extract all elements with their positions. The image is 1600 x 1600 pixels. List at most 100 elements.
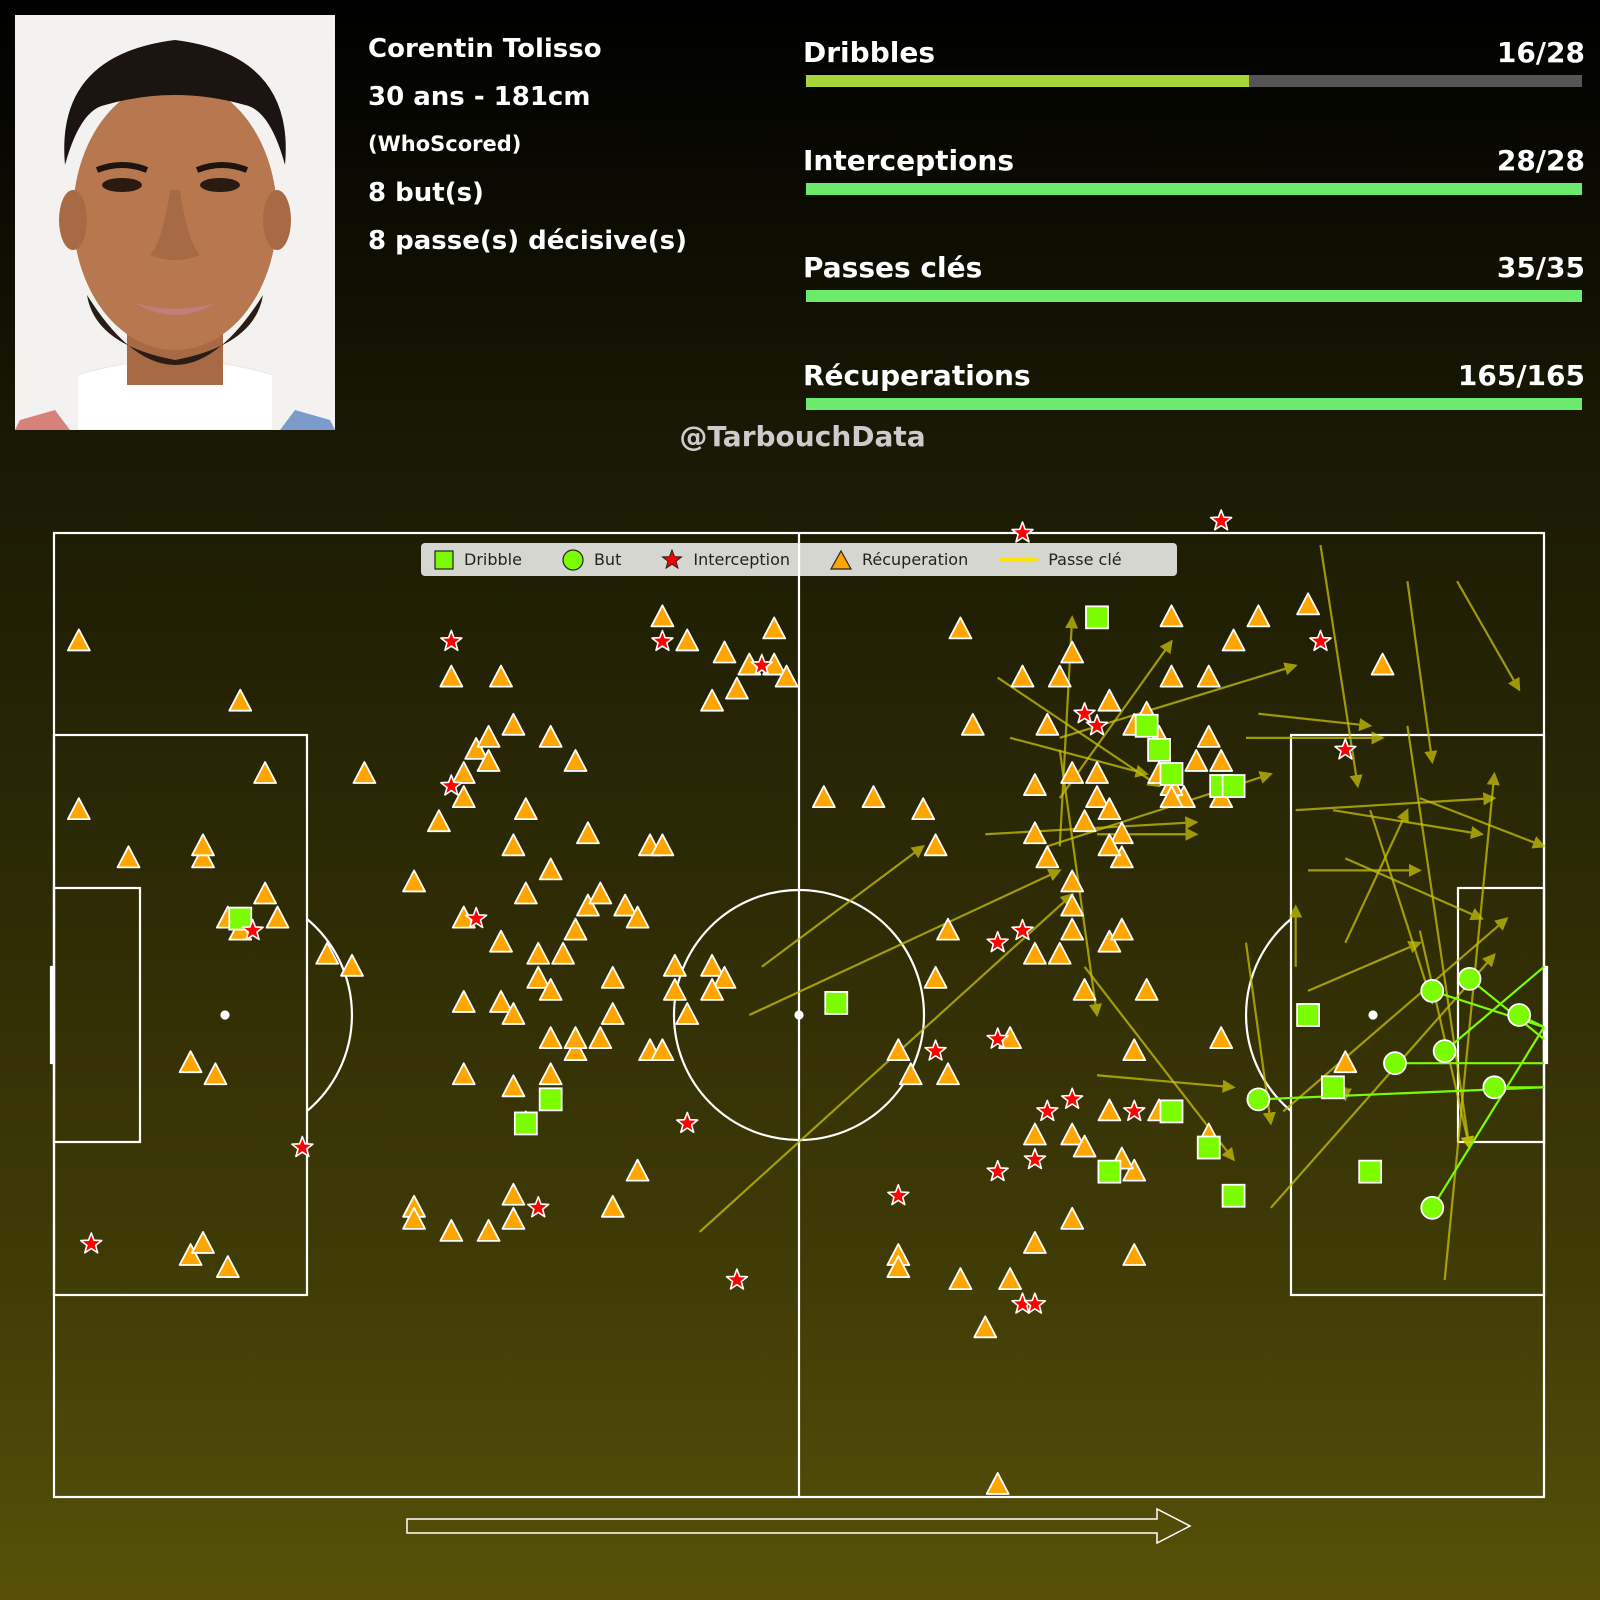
recovery-marker xyxy=(451,761,476,784)
recovery-marker xyxy=(563,749,588,772)
recovery-marker xyxy=(1060,761,1085,784)
recovery-marker xyxy=(811,785,836,808)
recovery-marker xyxy=(960,712,985,736)
legend-interception-label: Interception xyxy=(693,550,790,569)
recovery-marker xyxy=(998,1267,1022,1290)
recovery-marker xyxy=(700,953,724,977)
recovery-marker xyxy=(1196,724,1221,748)
goal-marker xyxy=(1420,979,1445,1003)
recovery-marker xyxy=(215,1255,240,1278)
stat-value: 16/28 xyxy=(1496,36,1585,69)
recovery-marker xyxy=(340,953,364,977)
recovery-marker xyxy=(923,833,948,857)
interception-marker xyxy=(440,774,463,796)
left-penalty-arc xyxy=(306,918,354,1112)
recovery-marker xyxy=(501,712,526,736)
stat-label: Dribbles xyxy=(803,36,935,69)
recovery-marker xyxy=(1023,941,1047,965)
recovery-marker xyxy=(476,749,501,772)
dribble-marker xyxy=(538,1087,563,1112)
dribble-marker xyxy=(824,991,849,1015)
recovery-marker xyxy=(451,1062,476,1086)
goal-marker xyxy=(1246,1087,1271,1112)
interception-marker xyxy=(675,1111,699,1134)
recovery-marker xyxy=(191,845,215,869)
recovery-marker xyxy=(1159,664,1184,688)
goal-layer xyxy=(1246,966,1532,1220)
recovery-marker xyxy=(1134,978,1159,1001)
recovery-marker xyxy=(1072,1134,1097,1158)
stat-fill xyxy=(806,398,1582,410)
interception-marker xyxy=(1073,701,1096,724)
legend-goal: But xyxy=(562,548,621,571)
dribble-marker xyxy=(1097,1159,1122,1184)
interception-marker xyxy=(986,1159,1009,1182)
stat-fill xyxy=(806,290,1582,302)
recovery-marker xyxy=(1097,1098,1122,1122)
stat-recoveries: Récuperations 165/165 xyxy=(803,356,1585,410)
goal-shot-line xyxy=(1468,977,1545,1040)
recovery-marker xyxy=(1196,664,1221,688)
recovery-marker xyxy=(712,640,737,664)
recovery-marker xyxy=(501,1206,526,1230)
dribble-marker xyxy=(1134,713,1159,738)
key-pass-arrow xyxy=(1369,809,1436,1006)
center-circle xyxy=(672,888,926,1142)
recovery-marker xyxy=(576,893,600,917)
stat-value: 35/35 xyxy=(1496,251,1585,284)
recovery-marker xyxy=(600,1194,625,1218)
recovery-marker xyxy=(265,905,290,929)
goal-shot-line xyxy=(1443,965,1545,1052)
recovery-marker xyxy=(1060,1206,1085,1230)
interception-marker xyxy=(440,629,463,652)
interception-marker xyxy=(986,1027,1009,1049)
recovery-marker xyxy=(526,941,551,965)
recovery-marker xyxy=(1122,1038,1147,1062)
key-pass-layer xyxy=(698,544,1547,1281)
recovery-marker xyxy=(948,1267,973,1290)
recovery-marker xyxy=(1060,640,1085,664)
recovery-marker xyxy=(1370,652,1395,676)
recovery-marker xyxy=(1060,1122,1085,1146)
key-pass-arrow xyxy=(1096,1074,1236,1093)
recovery-marker xyxy=(439,664,464,688)
player-photo xyxy=(15,15,335,430)
recovery-marker xyxy=(191,833,215,857)
stat-label: Récuperations xyxy=(803,359,1031,392)
interception-marker xyxy=(241,918,264,941)
recovery-layer xyxy=(66,592,1395,1495)
left-six-yard-box xyxy=(52,886,142,1144)
recovery-marker xyxy=(191,1231,215,1254)
key-pass-arrow xyxy=(1009,736,1149,778)
recovery-marker xyxy=(1023,1122,1047,1146)
key-pass-arrow xyxy=(1307,940,1422,992)
legend-recovery: Récuperation xyxy=(830,549,968,571)
key-pass-arrow xyxy=(1406,725,1475,1150)
recovery-marker xyxy=(228,688,253,712)
recovery-marker xyxy=(563,917,588,941)
interception-marker xyxy=(1209,509,1233,531)
interception-marker xyxy=(1123,1099,1146,1122)
recovery-marker xyxy=(489,664,513,688)
line-icon xyxy=(1000,557,1039,562)
key-pass-arrow xyxy=(1443,771,1500,1281)
interception-marker xyxy=(750,653,774,676)
recovery-marker xyxy=(1296,592,1320,616)
key-pass-arrow xyxy=(1344,808,1409,944)
key-pass-arrow xyxy=(761,844,925,968)
recovery-marker xyxy=(985,1472,1010,1495)
stat-dribbles: Dribbles 16/28 xyxy=(803,33,1585,87)
dribble-marker xyxy=(1147,738,1171,762)
dribble-marker xyxy=(1358,1159,1383,1184)
recovery-marker xyxy=(66,797,91,821)
recovery-marker xyxy=(923,965,948,989)
recovery-marker xyxy=(1109,917,1134,941)
recovery-marker xyxy=(476,724,501,748)
dribble-marker xyxy=(513,1111,538,1136)
stat-bar xyxy=(806,398,1582,410)
goal-icon xyxy=(562,548,584,571)
recovery-marker xyxy=(725,676,749,700)
player-info: Corentin Tolisso 30 ans - 181cm (WhoScor… xyxy=(368,34,687,256)
recovery-marker xyxy=(613,893,638,917)
recovery-marker xyxy=(600,965,625,989)
